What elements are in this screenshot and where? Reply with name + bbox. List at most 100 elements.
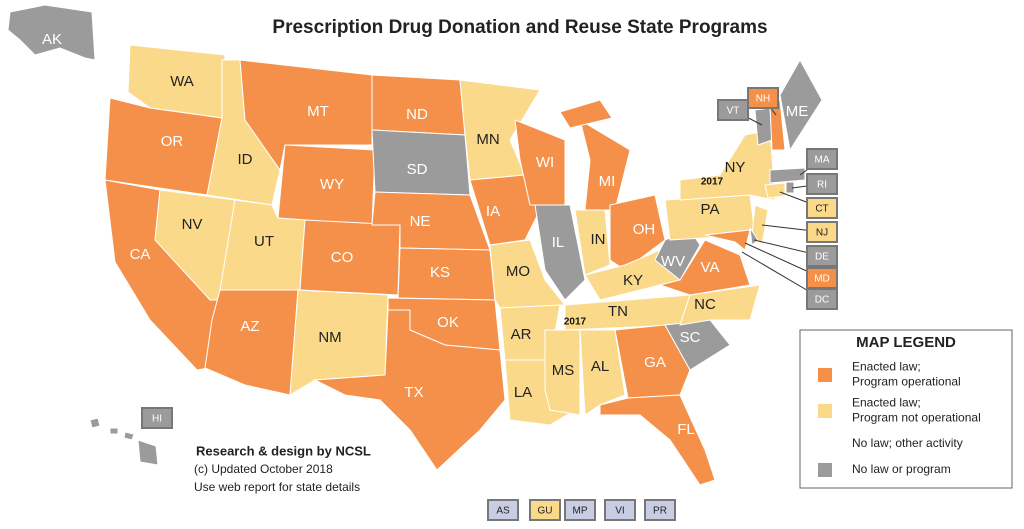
- legend-label: No law; other activity: [852, 436, 963, 450]
- state-label: ID: [238, 151, 253, 168]
- state-label: MN: [476, 131, 499, 148]
- state-label: IL: [552, 234, 565, 251]
- state-label: MA: [815, 155, 830, 166]
- state-box: [487, 499, 519, 521]
- state-label: MT: [307, 103, 329, 120]
- state-label: KS: [430, 264, 450, 281]
- credit: (c) Updated October 2018: [194, 462, 333, 476]
- state-label: DC: [815, 295, 829, 306]
- state-shape: [679, 129, 776, 201]
- state-shape: [579, 118, 631, 211]
- annotation: 2017: [701, 177, 724, 188]
- state-shape: [544, 329, 581, 416]
- state-shape: [754, 107, 773, 146]
- state-box: [806, 173, 838, 195]
- state-label: WA: [170, 73, 194, 90]
- state-label: OK: [437, 314, 459, 331]
- state-label: CO: [331, 249, 354, 266]
- state-label: CT: [815, 204, 828, 215]
- state-shape: [751, 204, 769, 247]
- state-label: NV: [182, 216, 203, 233]
- legend-box: [799, 329, 1013, 489]
- state-label: GA: [644, 354, 666, 371]
- state-label: ND: [406, 106, 428, 123]
- legend: MAP LEGEND Enacted law;Program operation…: [799, 329, 1013, 489]
- state-shape: [679, 284, 761, 326]
- state-shape: [599, 394, 716, 486]
- state-label: VA: [701, 259, 720, 276]
- state-shape: [7, 4, 96, 61]
- state-label: NJ: [816, 228, 828, 239]
- state-box: [806, 288, 838, 310]
- state-label: WV: [661, 253, 685, 270]
- state-shape: [89, 417, 101, 429]
- state-label: IN: [591, 231, 606, 248]
- state-box: [717, 99, 749, 121]
- legend-label: No law or program: [852, 462, 951, 476]
- state-shape: [574, 209, 611, 276]
- legend-swatch: [818, 404, 832, 418]
- state-label: GU: [538, 506, 553, 517]
- state-box: [806, 197, 838, 219]
- state-shape: [769, 167, 806, 184]
- state-label: VI: [615, 506, 624, 517]
- state-shape: [609, 194, 666, 271]
- state-box: [529, 499, 561, 521]
- state-label: NM: [318, 329, 341, 346]
- state-shape: [137, 439, 159, 466]
- state-label: KY: [623, 272, 643, 289]
- state-box: [141, 407, 173, 429]
- state-label: NH: [756, 94, 770, 105]
- state-label: PA: [701, 201, 720, 218]
- legend-label: Program not operational: [852, 411, 981, 425]
- state-shape: [559, 99, 613, 129]
- state-label: TX: [404, 384, 423, 401]
- state-box: [564, 499, 596, 521]
- state-label: IA: [486, 203, 500, 220]
- state-shape: [614, 324, 691, 399]
- state-label: WY: [320, 176, 344, 193]
- state-shape: [313, 309, 506, 471]
- state-label: PR: [653, 506, 667, 517]
- state-label: CA: [130, 246, 151, 263]
- state-label: OR: [161, 133, 184, 150]
- state-box: [806, 221, 838, 243]
- state-label: MS: [552, 362, 575, 379]
- state-label: SC: [680, 329, 701, 346]
- state-label: MO: [506, 263, 530, 280]
- state-label: TN: [608, 303, 628, 320]
- state-shape: [109, 427, 119, 435]
- legend-swatch: [818, 368, 832, 382]
- state-shape: [779, 58, 823, 152]
- credit: Research & design by NCSL: [196, 443, 371, 458]
- state-shape: [469, 174, 541, 246]
- title: Prescription Drug Donation and Reuse Sta…: [272, 17, 767, 38]
- state-label: WI: [536, 154, 554, 171]
- legend-label: Program operational: [852, 375, 961, 389]
- state-shape: [704, 229, 751, 251]
- annotation: 2017: [564, 317, 587, 328]
- legend-label: Enacted law;: [852, 360, 921, 374]
- state-label: LA: [514, 384, 532, 401]
- state-shape: [123, 431, 135, 441]
- state-shape: [764, 182, 786, 199]
- state-label: MD: [814, 274, 830, 285]
- state-shape: [154, 189, 236, 301]
- legend-title: MAP LEGEND: [856, 334, 956, 351]
- state-label: MP: [573, 506, 588, 517]
- state-box: [806, 148, 838, 170]
- state-box: [604, 499, 636, 521]
- state-label: OH: [633, 221, 656, 238]
- states: AK WA OR CA NV ID MT WY UT CO AZ NM ND SD NE KS OK TX MN IA…: [7, 4, 838, 521]
- state-label: AK: [42, 31, 62, 48]
- state-shape: [534, 204, 586, 301]
- state-label: AL: [591, 358, 609, 375]
- state-label: NE: [410, 213, 431, 230]
- state-shape: [579, 329, 626, 416]
- state-box: [747, 87, 779, 109]
- state-label: NC: [694, 296, 716, 313]
- state-box: [806, 245, 838, 267]
- state-shape: [204, 289, 299, 396]
- state-label: UT: [254, 233, 274, 250]
